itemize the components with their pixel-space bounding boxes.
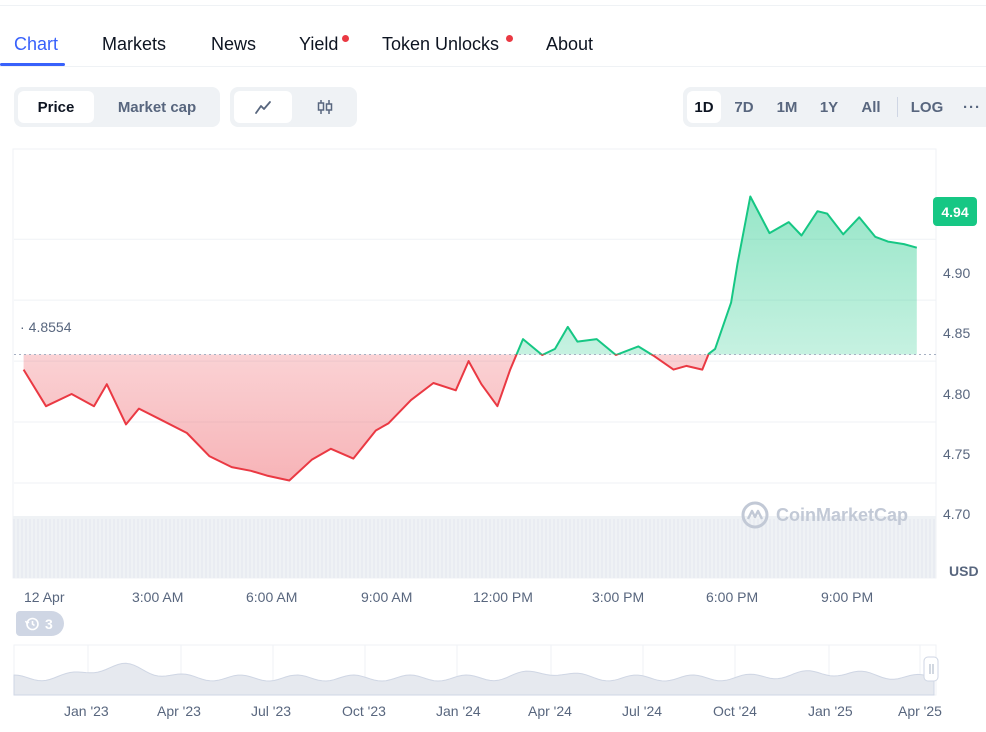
active-tab-indicator [0, 63, 65, 66]
x-tick-label: 12:00 PM [473, 589, 533, 605]
range-1y-button[interactable]: 1Y [819, 98, 839, 116]
reference-price-label: · 4.8554 [14, 317, 78, 337]
price-button[interactable]: Price [18, 91, 94, 123]
yield-notification-dot [342, 35, 349, 42]
navigator-tick-label: Jul '24 [622, 703, 663, 719]
chart-type-toggle [230, 87, 357, 127]
tab-chart[interactable]: Chart [14, 34, 59, 54]
navigator-tick-label: Oct '23 [342, 703, 386, 719]
more-options-button[interactable]: ··· [963, 98, 981, 116]
y-tick-label: 4.75 [943, 446, 971, 462]
y-tick-label: 4.90 [943, 265, 971, 281]
y-tick-label: 4.80 [943, 386, 971, 402]
price-marketcap-toggle: Price Market cap [14, 87, 220, 127]
x-tick-label: 3:00 AM [132, 589, 184, 605]
range-all-button[interactable]: All [861, 98, 881, 116]
navigator-tick-label: Jan '25 [808, 703, 853, 719]
coinmarketcap-watermark: CoinMarketCap [740, 500, 908, 530]
reference-price-value: 4.8554 [28, 319, 72, 335]
tab-news[interactable]: News [211, 34, 257, 54]
x-tick-label: 9:00 AM [361, 589, 413, 605]
area-below-reference [23, 354, 917, 481]
tab-markets[interactable]: Markets [102, 34, 167, 54]
range-7d-button[interactable]: 7D [734, 98, 754, 116]
y-tick-label: 4.85 [943, 325, 971, 341]
navigator-tick-label: Jul '23 [251, 703, 292, 719]
navigator-tick-label: Apr '24 [528, 703, 572, 719]
x-tick-label: 6:00 PM [706, 589, 759, 605]
x-tick-label: 9:00 PM [821, 589, 874, 605]
x-tick-label: 6:00 AM [246, 589, 298, 605]
line-chart-icon [255, 101, 271, 114]
coinmarketcap-logo-icon [741, 501, 769, 529]
navigator-tick-label: Apr '23 [157, 703, 201, 719]
current-price-badge: 4.94 [933, 197, 977, 226]
time-range-selector: 1D 7D 1M 1Y All LOG ··· [683, 87, 986, 127]
tab-about[interactable]: About [546, 34, 594, 54]
candlestick-icon [317, 100, 333, 114]
currency-unit: USD [949, 563, 979, 579]
navigator-tick-label: Jan '24 [436, 703, 481, 719]
navigator-tick-label: Jan '23 [64, 703, 109, 719]
token-unlocks-notification-dot [506, 35, 513, 42]
range-divider [897, 97, 898, 117]
x-tick-label: 12 Apr [24, 589, 65, 605]
candlestick-button[interactable] [296, 91, 354, 123]
tab-token-unlocks[interactable]: Token Unlocks [382, 34, 500, 54]
line-chart-button[interactable] [234, 91, 292, 123]
navigator-handle [923, 656, 939, 682]
x-tick-label: 3:00 PM [592, 589, 645, 605]
history-icon [24, 617, 39, 630]
tab-bar: Chart Markets News Yield Token Unlocks A… [0, 0, 986, 67]
top-divider [0, 5, 986, 6]
history-count: 3 [45, 615, 53, 632]
price-line-down [22, 354, 710, 482]
navigator-tick-label: Apr '25 [898, 703, 942, 719]
price-line-up [515, 195, 918, 355]
range-1d-button[interactable]: 1D [687, 91, 721, 123]
navigator-area [13, 662, 935, 696]
navigator-tick-label: Oct '24 [713, 703, 757, 719]
area-above-reference [516, 196, 917, 355]
log-scale-button[interactable]: LOG [910, 98, 944, 116]
watermark-text: CoinMarketCap [776, 504, 909, 525]
market-cap-button[interactable]: Market cap [117, 98, 197, 116]
history-button[interactable]: 3 [16, 611, 64, 636]
y-tick-label: 4.70 [943, 506, 971, 522]
tab-yield[interactable]: Yield [299, 34, 339, 54]
range-1m-button[interactable]: 1M [776, 98, 798, 116]
